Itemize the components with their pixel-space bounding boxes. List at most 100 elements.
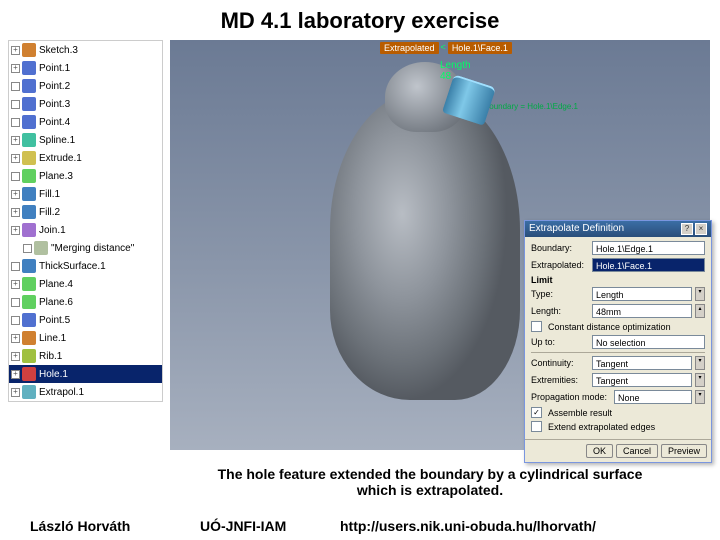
tree-item-rib1[interactable]: +Rib.1 bbox=[9, 347, 162, 365]
length-spinner[interactable]: ▴ bbox=[695, 304, 705, 318]
type-field[interactable]: Length bbox=[592, 287, 692, 301]
model-shell bbox=[330, 90, 520, 400]
assemble-label: Assemble result bbox=[548, 408, 612, 418]
const-dist-label: Constant distance optimization bbox=[548, 322, 671, 332]
footer-url: http://users.nik.uni-obuda.hu/lhorvath/ bbox=[340, 518, 596, 534]
ok-button[interactable]: OK bbox=[586, 444, 613, 458]
expand-icon[interactable]: + bbox=[11, 208, 20, 217]
feature-icon bbox=[34, 241, 48, 255]
tree-item-join1[interactable]: +Join.1 bbox=[9, 221, 162, 239]
tree-item-mergingdistance[interactable]: "Merging distance" bbox=[9, 239, 162, 257]
close-icon[interactable]: × bbox=[695, 223, 707, 235]
extrapolate-tags: Extrapolated < Hole.1\Face.1 bbox=[380, 42, 512, 54]
help-icon[interactable]: ? bbox=[681, 223, 693, 235]
tree-item-label: Point.4 bbox=[39, 117, 70, 128]
expand-icon[interactable] bbox=[11, 172, 20, 181]
slide-caption: The hole feature extended the boundary b… bbox=[0, 460, 720, 498]
tree-item-thicksurface1[interactable]: ThickSurface.1 bbox=[9, 257, 162, 275]
tree-item-label: Point.3 bbox=[39, 99, 70, 110]
expand-icon[interactable] bbox=[11, 298, 20, 307]
feature-icon bbox=[22, 313, 36, 327]
tree-item-hole1[interactable]: +Hole.1 bbox=[9, 365, 162, 383]
extend-checkbox[interactable] bbox=[531, 421, 542, 432]
feature-icon bbox=[22, 277, 36, 291]
expand-icon[interactable] bbox=[11, 118, 20, 127]
upto-field[interactable]: No selection bbox=[592, 335, 705, 349]
tree-item-label: Extrude.1 bbox=[39, 153, 82, 164]
tree-item-label: Extrapol.1 bbox=[39, 387, 84, 398]
tree-item-label: Fill.2 bbox=[39, 207, 60, 218]
dimension-label: Length 48 bbox=[440, 60, 471, 82]
tree-item-line1[interactable]: +Line.1 bbox=[9, 329, 162, 347]
feature-tree[interactable]: + Sketch.3 + Point.1 Point.2 Point.3 Point.… bbox=[8, 40, 163, 402]
upto-label: Up to: bbox=[531, 337, 589, 347]
expand-icon[interactable] bbox=[11, 82, 20, 91]
expand-icon[interactable]: + bbox=[11, 280, 20, 289]
tree-item-plane4[interactable]: +Plane.4 bbox=[9, 275, 162, 293]
expand-icon[interactable]: + bbox=[11, 352, 20, 361]
dialog-titlebar[interactable]: Extrapolate Definition ? × bbox=[525, 221, 711, 237]
expand-icon[interactable]: + bbox=[11, 64, 20, 73]
extremities-label: Extremities: bbox=[531, 375, 589, 385]
tree-item-label: Sketch.3 bbox=[39, 45, 78, 56]
tree-item-label: Fill.1 bbox=[39, 189, 60, 200]
expand-icon[interactable]: + bbox=[11, 226, 20, 235]
tree-item-point4[interactable]: Point.4 bbox=[9, 113, 162, 131]
length-field[interactable]: 48mm bbox=[592, 304, 692, 318]
assemble-checkbox[interactable]: ✓ bbox=[531, 407, 542, 418]
expand-icon[interactable]: + bbox=[11, 154, 20, 163]
expand-icon[interactable]: + bbox=[11, 190, 20, 199]
extremities-field[interactable]: Tangent bbox=[592, 373, 692, 387]
expand-icon[interactable]: + bbox=[11, 370, 20, 379]
extend-label: Extend extrapolated edges bbox=[548, 422, 655, 432]
expand-icon[interactable]: + bbox=[11, 136, 20, 145]
limit-group-label: Limit bbox=[531, 275, 705, 285]
tree-item-extrapol1[interactable]: + Extrapol.1 bbox=[9, 383, 162, 401]
tree-item-sketch3[interactable]: + Sketch.3 bbox=[9, 41, 162, 59]
expand-icon[interactable]: + bbox=[11, 334, 20, 343]
expand-icon[interactable]: + bbox=[11, 46, 20, 55]
tree-item-point1[interactable]: + Point.1 bbox=[9, 59, 162, 77]
expand-icon[interactable]: + bbox=[11, 388, 20, 397]
feature-icon bbox=[22, 223, 36, 237]
expand-icon[interactable] bbox=[11, 262, 20, 271]
cancel-button[interactable]: Cancel bbox=[616, 444, 658, 458]
extrapolated-field[interactable]: Hole.1\Face.1 bbox=[592, 258, 705, 272]
continuity-dropdown-icon[interactable]: ▾ bbox=[695, 356, 705, 370]
feature-icon bbox=[22, 115, 36, 129]
tree-item-extrude1[interactable]: + Extrude.1 bbox=[9, 149, 162, 167]
feature-icon bbox=[22, 295, 36, 309]
extremities-dropdown-icon[interactable]: ▾ bbox=[695, 373, 705, 387]
tree-item-label: "Merging distance" bbox=[51, 243, 134, 254]
tree-item-label: Spline.1 bbox=[39, 135, 75, 146]
length-label: Length: bbox=[531, 306, 589, 316]
feature-icon bbox=[22, 43, 36, 57]
extrapolated-label: Extrapolated: bbox=[531, 260, 589, 270]
feature-icon bbox=[22, 133, 36, 147]
tree-item-plane6[interactable]: Plane.6 bbox=[9, 293, 162, 311]
tree-item-plane3[interactable]: Plane.3 bbox=[9, 167, 162, 185]
expand-icon[interactable] bbox=[11, 100, 20, 109]
const-dist-checkbox[interactable] bbox=[531, 321, 542, 332]
expand-icon[interactable] bbox=[11, 316, 20, 325]
tag-extrapolated: Extrapolated bbox=[380, 42, 439, 54]
tree-item-point5[interactable]: Point.5 bbox=[9, 311, 162, 329]
feature-icon bbox=[22, 385, 36, 399]
expand-icon[interactable] bbox=[23, 244, 32, 253]
slide-footer: László Horváth UÓ-JNFI-IAM http://users.… bbox=[0, 518, 720, 534]
tree-item-label: Point.1 bbox=[39, 63, 70, 74]
propagation-label: Propagation mode: bbox=[531, 392, 611, 402]
tree-item-fill1[interactable]: + Fill.1 bbox=[9, 185, 162, 203]
type-dropdown-icon[interactable]: ▾ bbox=[695, 287, 705, 301]
tree-item-point3[interactable]: Point.3 bbox=[9, 95, 162, 113]
continuity-field[interactable]: Tangent bbox=[592, 356, 692, 370]
propagation-dropdown-icon[interactable]: ▾ bbox=[695, 390, 705, 404]
tree-item-label: Point.5 bbox=[39, 315, 70, 326]
tag-face: Hole.1\Face.1 bbox=[448, 42, 512, 54]
preview-button[interactable]: Preview bbox=[661, 444, 707, 458]
tree-item-fill2[interactable]: + Fill.2 bbox=[9, 203, 162, 221]
boundary-field[interactable]: Hole.1\Edge.1 bbox=[592, 241, 705, 255]
tree-item-spline1[interactable]: + Spline.1 bbox=[9, 131, 162, 149]
propagation-field[interactable]: None bbox=[614, 390, 692, 404]
tree-item-point2[interactable]: Point.2 bbox=[9, 77, 162, 95]
